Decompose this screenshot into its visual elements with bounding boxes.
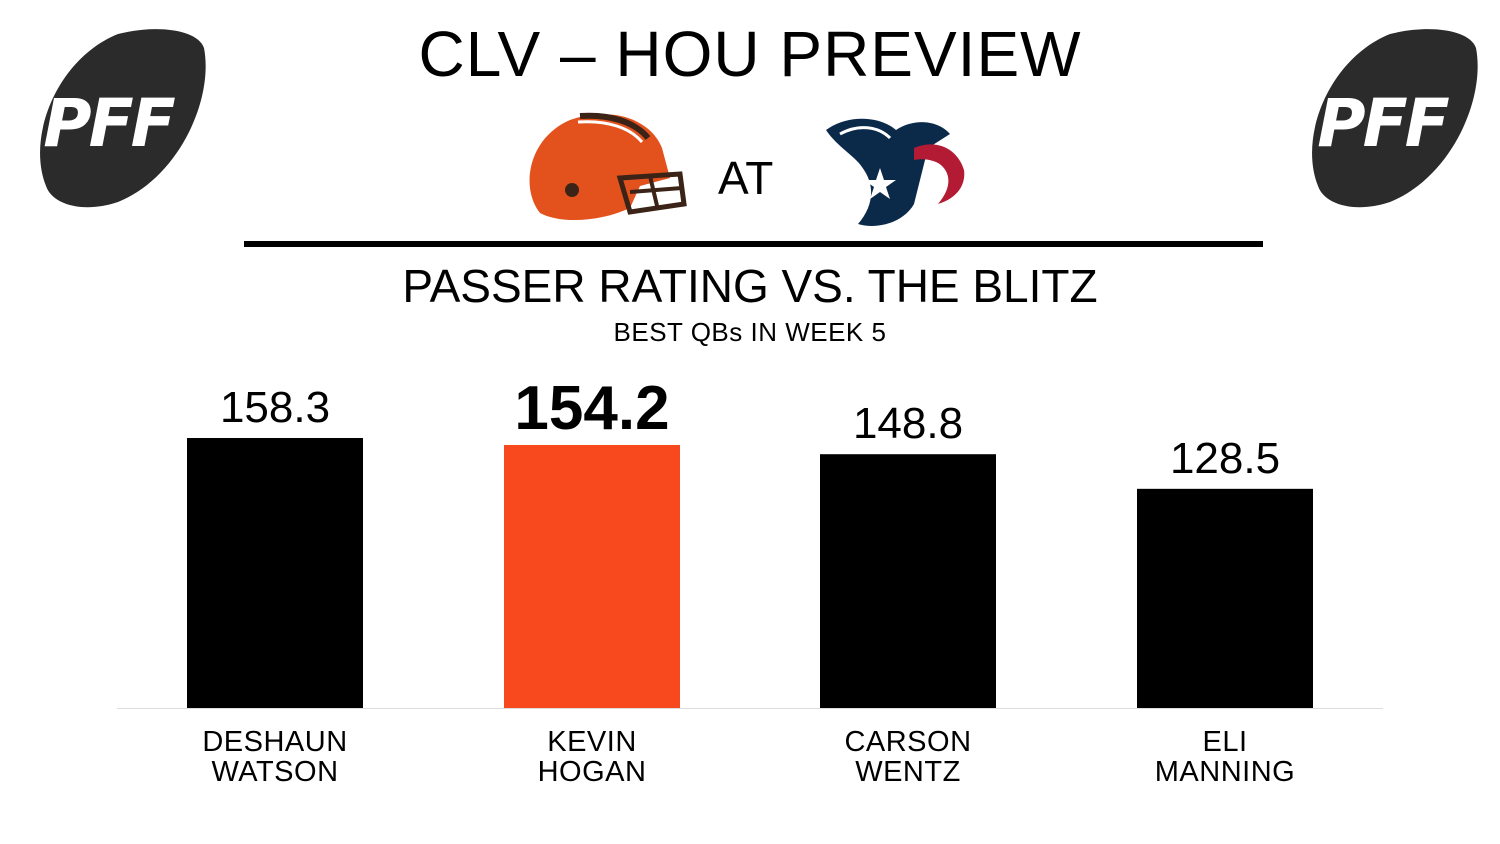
value-label-3: 128.5 (1170, 434, 1280, 483)
bar-1 (504, 444, 680, 708)
category-label-line: WENTZ (855, 756, 961, 788)
matchup: AT (520, 108, 980, 238)
pff-logo-right: PFF (1312, 29, 1478, 208)
value-label-0: 158.3 (220, 383, 330, 432)
value-label-1: 154.2 (514, 374, 669, 443)
category-label-line: WATSON (211, 756, 338, 788)
category-label-line: HOGAN (538, 756, 647, 788)
category-label-line: KEVIN (547, 726, 637, 758)
bar-2 (820, 454, 996, 708)
texans-bull-icon (826, 118, 965, 226)
category-label-line: CARSON (844, 726, 971, 758)
chart-title: PASSER RATING VS. THE BLITZ (402, 260, 1098, 312)
chart-subtitle: BEST QBs IN WEEK 5 (613, 317, 887, 347)
pff-logo-text: PFF (1317, 85, 1449, 162)
category-label-line: MANNING (1155, 756, 1295, 788)
pff-logo-left: PFF (40, 29, 206, 208)
value-label-2: 148.8 (853, 399, 963, 448)
bar-0 (187, 438, 363, 708)
category-label-0: DESHAUN WATSON (202, 726, 347, 788)
category-label-line: ELI (1202, 726, 1247, 758)
page-title: CLV – HOU PREVIEW (418, 18, 1082, 90)
category-label-1: KEVIN HOGAN (538, 726, 647, 788)
football-icon (40, 29, 206, 208)
category-label-line: DESHAUN (202, 726, 347, 758)
category-label-2: CARSON WENTZ (844, 726, 971, 788)
header-divider (244, 241, 1263, 247)
category-label-3: ELI MANNING (1155, 726, 1295, 788)
browns-helmet-icon (529, 112, 687, 221)
pff-logo-text: PFF (43, 85, 175, 162)
football-icon (1312, 29, 1478, 208)
bar-3 (1137, 488, 1313, 708)
at-label: AT (718, 152, 774, 204)
